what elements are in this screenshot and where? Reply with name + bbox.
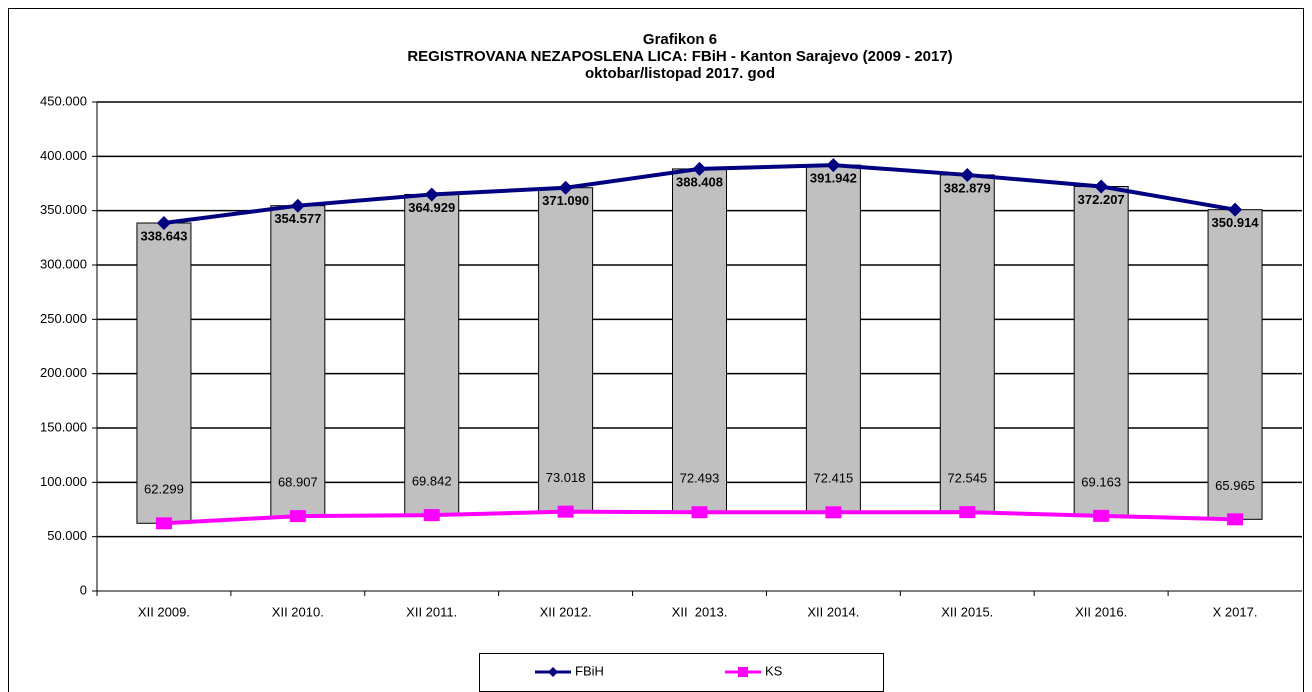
y-tick-label: 150.000 — [40, 419, 87, 434]
data-label: 391.942 — [810, 171, 857, 186]
data-label: 62.299 — [144, 482, 184, 497]
up-down-bar — [805, 164, 861, 513]
marker — [1094, 179, 1109, 194]
marker — [1228, 202, 1243, 217]
data-label: 69.163 — [1081, 474, 1121, 489]
up-down-bar — [538, 187, 594, 513]
marker — [155, 517, 172, 530]
up-down-bar — [404, 193, 460, 516]
chart-border — [8, 8, 1304, 692]
data-label: 364.929 — [408, 200, 455, 215]
y-tick-label: 350.000 — [40, 202, 87, 217]
marker — [1093, 509, 1110, 522]
up-down-bar — [270, 205, 326, 517]
x-tick-label: XII 2011. — [406, 604, 457, 619]
marker — [289, 510, 306, 523]
data-label: 69.842 — [412, 474, 452, 489]
marker — [558, 180, 573, 195]
up-down-bar — [1073, 186, 1129, 517]
data-label: 350.914 — [1212, 215, 1260, 230]
x-tick-label: XII 2009. — [138, 604, 190, 619]
up-down-bar — [672, 168, 727, 513]
y-tick-label: 50.000 — [47, 528, 87, 543]
data-label: 338.643 — [140, 228, 187, 243]
chart-title: oktobar/listopad 2017. god — [585, 65, 775, 82]
up-down-bar — [939, 174, 995, 513]
marker — [691, 506, 708, 519]
x-tick-label: XII 2010. — [272, 604, 324, 619]
y-tick-label: 300.000 — [40, 256, 87, 271]
data-label: 72.415 — [814, 471, 854, 486]
data-label: 354.577 — [274, 211, 321, 226]
data-label: 371.090 — [542, 193, 589, 208]
marker — [960, 167, 975, 182]
data-label: 68.907 — [278, 475, 318, 490]
y-tick-label: 250.000 — [40, 311, 87, 326]
marker — [557, 505, 574, 518]
x-tick-label: X 2017. — [1213, 604, 1258, 619]
marker — [692, 161, 707, 176]
data-label: 72.493 — [680, 471, 720, 486]
marker — [826, 158, 841, 173]
y-tick-label: 200.000 — [40, 365, 87, 380]
data-label: 382.879 — [944, 180, 991, 195]
x-tick-label: XII 2014. — [807, 604, 859, 619]
data-label: 73.018 — [546, 470, 586, 485]
marker — [290, 198, 305, 213]
data-label: 372.207 — [1078, 192, 1125, 207]
data-label: 65.965 — [1215, 478, 1255, 493]
chart-title: REGISTROVANA NEZAPOSLENA LICA: FBiH - Ka… — [407, 48, 952, 65]
up-down-bar — [136, 222, 192, 524]
legend-label: FBiH — [575, 663, 604, 678]
y-tick-label: 0 — [80, 582, 87, 597]
x-tick-label: XII 2012. — [540, 604, 592, 619]
marker — [156, 216, 171, 231]
marker — [1227, 513, 1244, 526]
legend-label: KS — [765, 663, 783, 678]
y-tick-label: 450.000 — [40, 93, 87, 108]
x-tick-label: XII 2016. — [1075, 604, 1127, 619]
marker — [959, 506, 976, 519]
data-label: 388.408 — [676, 174, 723, 189]
legend-marker — [738, 667, 748, 677]
x-tick-label: XII 2013. — [672, 604, 728, 619]
marker — [423, 509, 440, 522]
chart-title: Grafikon 6 — [643, 31, 717, 48]
up-down-bar — [1207, 209, 1263, 520]
y-tick-label: 100.000 — [40, 474, 87, 489]
x-tick-label: XII 2015. — [941, 604, 993, 619]
marker — [825, 506, 842, 519]
marker — [424, 187, 439, 202]
data-label: 72.545 — [947, 471, 987, 486]
legend-marker — [548, 667, 558, 677]
y-tick-label: 400.000 — [40, 148, 87, 163]
